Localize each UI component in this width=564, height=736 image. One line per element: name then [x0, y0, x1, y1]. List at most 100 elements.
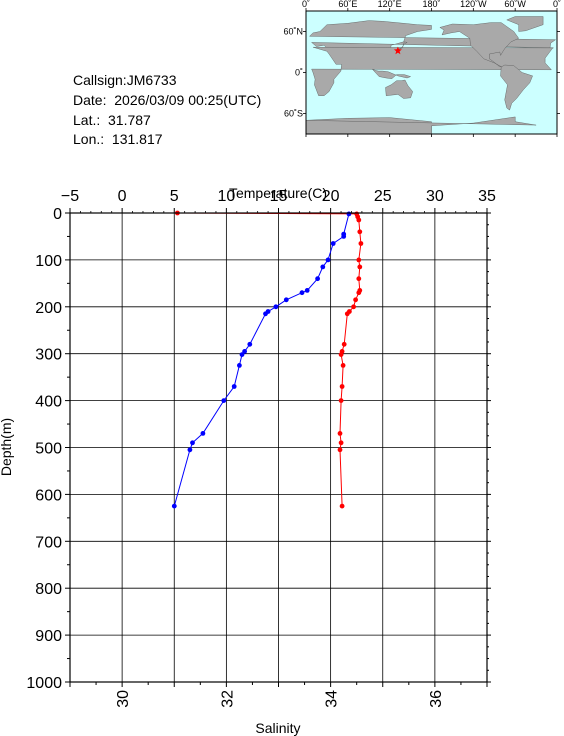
salinity-data-point [187, 447, 193, 453]
temperature-data-point [356, 257, 362, 263]
salinity-data-point [221, 398, 227, 403]
depth-axis-title: Depth(m) [0, 418, 14, 476]
temperature-tick-label: 0 [118, 188, 127, 205]
salinity-data-point [341, 234, 347, 239]
salinity-data-point [237, 363, 242, 368]
depth-tick-label: 700 [35, 534, 62, 551]
map-longitude-label: 0˚ [553, 0, 561, 9]
salinity-tick-label: 30 [115, 690, 132, 708]
longitude-label: Lon.: 131.817 [73, 131, 163, 147]
indonesia-land [372, 68, 412, 79]
salinity-data-point [263, 311, 268, 317]
temperature-tick-label: 35 [478, 188, 496, 205]
temperature-data-point [344, 311, 350, 317]
temperature-data-point [338, 352, 344, 357]
chart-grid [70, 213, 487, 682]
salinity-tick-label: 34 [324, 690, 341, 708]
salinity-tick-label: 32 [219, 690, 236, 708]
temperature-data-point [358, 241, 364, 246]
map-labels: 0˚ 60˚E 120˚E 180˚ 120˚W 60˚W 0˚ 60˚N 0˚ 60˚S [283, 0, 561, 119]
latitude-label: Lat.: 31.787 [73, 112, 151, 128]
australia-land [385, 79, 413, 99]
salinity-data-point [325, 257, 331, 263]
temperature-data-point [357, 229, 363, 235]
map-longitude-label: 60˚E [338, 0, 357, 9]
depth-tick-label: 400 [35, 394, 62, 411]
temperature-data-point [339, 384, 345, 389]
depth-tick-label: 200 [35, 300, 62, 317]
temperature-data-point [337, 431, 343, 436]
temperature-data-point [341, 341, 347, 347]
africa-land [311, 47, 554, 96]
temperature-tick-label: −5 [61, 188, 79, 205]
depth-tick-label: 300 [35, 347, 62, 364]
plot-frame [69, 212, 488, 683]
salinity-data-point [190, 440, 195, 446]
salinity-data-point [200, 431, 206, 436]
map-longitude-label: 120˚W [460, 0, 487, 9]
temperature-tick-label: 5 [170, 188, 179, 205]
callsign-label: Callsign:JM6733 [73, 72, 177, 88]
salinity-data-point [171, 503, 177, 509]
temperature-data-point [337, 447, 343, 453]
salinity-data-point [320, 264, 326, 270]
salinity-data-point [315, 276, 320, 282]
salinity-tick-label: 36 [428, 690, 445, 708]
station-location-map: 0˚ 60˚E 120˚E 180˚ 120˚W 60˚W 0˚ 60˚N 0˚ 60˚S [283, 0, 561, 137]
salinity-data-point [346, 211, 352, 217]
north-america-land [439, 22, 520, 68]
south-america-land [500, 64, 533, 111]
temperature-profile-line [177, 212, 362, 507]
map-longitude-label: 180˚ [422, 0, 440, 9]
temperature-tick-label: 20 [322, 188, 340, 205]
temperature-tick-label: 30 [426, 188, 444, 205]
salinity-data-point [242, 349, 248, 354]
map-longitude-label: 60˚W [504, 0, 526, 9]
salinity-axis-title: Salinity [255, 720, 300, 736]
map-latitude-label: 60˚N [283, 27, 303, 37]
depth-tick-label: 800 [35, 581, 62, 598]
salinity-data-point [304, 288, 310, 293]
temperature-data-point [339, 503, 345, 509]
salinity-data-point [231, 384, 237, 389]
map-frame [305, 10, 558, 135]
temperature-data-point [351, 304, 356, 310]
salinity-data-point [330, 241, 336, 246]
salinity-data-point [247, 341, 253, 347]
depth-tick-label: 0 [53, 206, 62, 223]
salinity-data-point [299, 290, 305, 296]
temperature-data-point [356, 217, 362, 223]
map-longitude-label: 120˚E [378, 0, 402, 9]
temperature-tick-label: 15 [270, 188, 288, 205]
map-latitude-label: 0˚ [295, 68, 303, 78]
chart-series [171, 210, 364, 509]
map-latitude-label: 60˚S [284, 109, 303, 119]
depth-tick-label: 600 [35, 487, 62, 504]
temperature-data-point [340, 363, 346, 368]
greenland-land [506, 16, 544, 32]
depth-tick-label: 1000 [26, 675, 62, 692]
map-landmasses [305, 16, 557, 135]
temperature-tick-label: 10 [217, 188, 235, 205]
salinity-data-point [273, 304, 279, 310]
map-longitude-label: 0˚ [302, 0, 310, 9]
date-label: Date: 2026/03/09 00:25(UTC) [73, 92, 262, 108]
depth-tick-label: 100 [35, 253, 62, 270]
depth-tick-label: 900 [35, 628, 62, 645]
salinity-data-point [239, 352, 245, 357]
temperature-data-point [357, 264, 363, 270]
temperature-data-point [353, 297, 358, 303]
salinity-profile-line [173, 213, 350, 507]
depth-tick-label: 500 [35, 441, 62, 458]
temperature-data-point [356, 276, 362, 282]
station-marker-icon [393, 46, 402, 55]
temperature-data-point [338, 440, 344, 446]
temperature-axis-title: Temperature(C) [229, 185, 327, 201]
temperature-data-point [338, 398, 344, 403]
salinity-data-point [283, 297, 289, 303]
temperature-data-point [356, 290, 362, 296]
temperature-tick-label: 25 [374, 188, 392, 205]
